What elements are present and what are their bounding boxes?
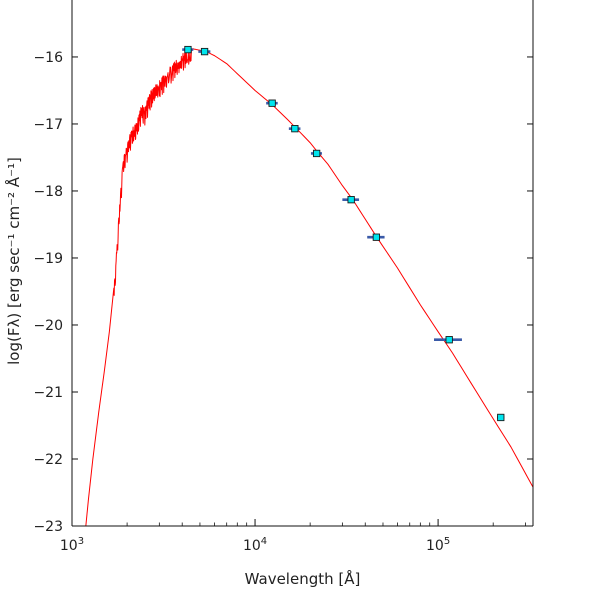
photometry-point [367, 233, 385, 241]
y-tick-label: −23 [33, 519, 63, 535]
x-tick-label: 103 [60, 536, 84, 554]
photometry-marker [347, 196, 355, 204]
photometry-marker [312, 149, 321, 158]
photometry-marker [445, 336, 453, 344]
photometry-marker [372, 233, 381, 241]
y-tick-label: −16 [33, 50, 63, 66]
photometry-marker [291, 125, 299, 133]
photometry-marker [200, 47, 209, 56]
y-tick-label: −19 [33, 251, 63, 267]
model-spectrum-line [85, 48, 533, 526]
y-tick-label: −17 [33, 117, 63, 133]
x-tick-label: 104 [243, 536, 267, 554]
photometry-point [288, 125, 301, 133]
plot-area [85, 45, 533, 526]
y-tick-label: −22 [33, 452, 63, 468]
photometry-point [310, 149, 322, 158]
x-axis-label: Wavelength [Å] [245, 569, 361, 588]
y-tick-label: −20 [33, 318, 63, 334]
x-tick-label: 105 [426, 536, 450, 554]
photometry-point [182, 45, 194, 54]
photometry-marker [497, 413, 505, 422]
y-tick-label: −21 [33, 385, 63, 401]
y-axis-label: log(Fλ) [erg sec⁻¹ cm⁻² Å⁻¹] [4, 157, 23, 365]
photometry-point [342, 196, 360, 204]
y-tick-label: −18 [33, 184, 63, 200]
photometry-marker [268, 99, 276, 107]
photometry-marker [184, 45, 192, 54]
axes-layer [71, 0, 534, 527]
photometry-point [198, 47, 211, 56]
photometry-point [497, 413, 505, 422]
photometry-point [434, 336, 462, 344]
series-layer [85, 45, 533, 526]
photometry-point [266, 99, 278, 107]
